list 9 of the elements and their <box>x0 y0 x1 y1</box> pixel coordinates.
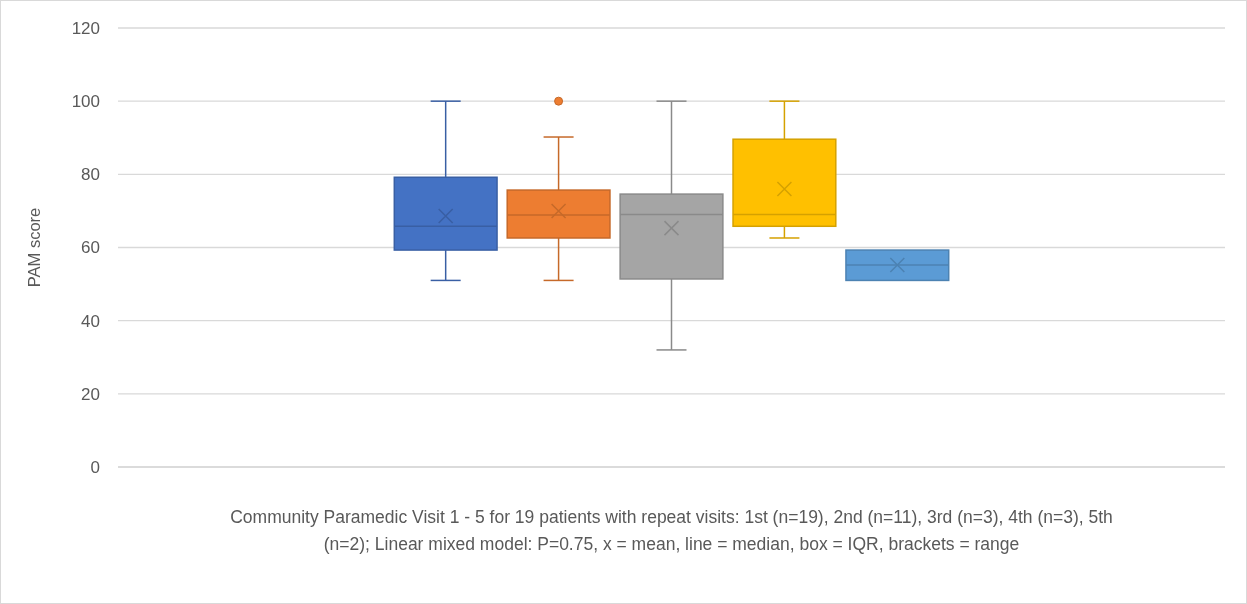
y-tick-label: 100 <box>71 92 100 112</box>
y-tick-label: 120 <box>71 18 100 38</box>
y-tick-label: 40 <box>81 311 100 331</box>
y-tick-label: 80 <box>81 165 100 185</box>
x-axis-title: Community Paramedic Visit 1 - 5 for 19 patients with repeat visits: 1st (n=19), 2nd (n=11), 3rd (n=3), 4th (n=3), 5th (n=2); Linear mixed model: P=0.75, x = mean, line = median, box = IQR, brackets = range <box>230 507 1113 554</box>
y-tick-label: 0 <box>90 457 100 477</box>
y-tick-label: 60 <box>81 238 100 258</box>
y-axis-title: PAM score <box>25 207 43 288</box>
y-tick-label: 20 <box>81 384 100 404</box>
